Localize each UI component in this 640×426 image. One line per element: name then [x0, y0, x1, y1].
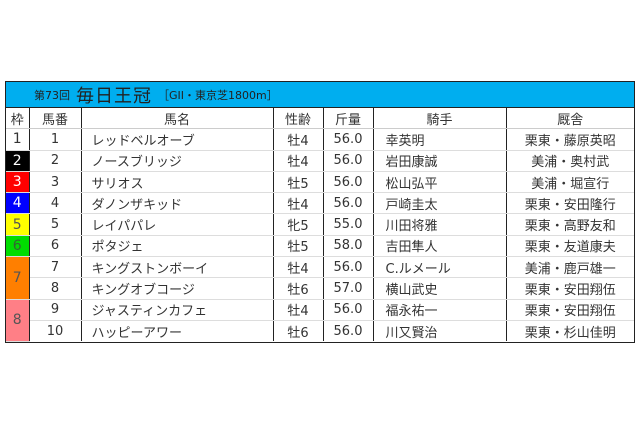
horse-name: ハッピーアワー	[81, 320, 274, 342]
horse-name: サリオス	[81, 171, 274, 194]
race-round: 第73回	[34, 88, 70, 102]
table-row: 8 9 ジャスティンカフェ 牡4 56.0 福永祐一 栗東・安田翔伍	[6, 299, 634, 342]
header-trainer: 厩舎	[506, 108, 634, 130]
horse-number: 3	[29, 171, 82, 194]
jockey: 幸英明	[373, 128, 507, 151]
trainer: 美浦・堀宣行	[506, 171, 634, 194]
table-row: 4 4 ダノンザキッド 牡4 56.0 戸崎圭太 栗東・安田隆行	[6, 192, 634, 215]
race-info: ［GII・東京芝1800m］	[158, 88, 278, 102]
trainer: 栗東・友道康夫	[506, 235, 634, 258]
jockey: 戸崎圭太	[373, 192, 507, 215]
jockey: 吉田隼人	[373, 235, 507, 258]
carried-weight: 56.0	[323, 320, 374, 342]
horse-name: キングオブコージ	[81, 277, 274, 300]
jockey: 横山武史	[373, 277, 507, 300]
jockey: 福永祐一	[373, 299, 507, 321]
race-entry-table: 第73回 毎日王冠 ［GII・東京芝1800m］ 枠馬番 馬名 性齢 斤量 騎手 厩舎 1…	[5, 81, 635, 343]
horse-name: ダノンザキッド	[81, 192, 274, 215]
frame-number: 5	[6, 213, 30, 236]
sex-age: 牡5	[273, 171, 324, 194]
trainer: 栗東・安田翔伍	[506, 277, 634, 300]
sex-age: 牡4	[273, 192, 324, 215]
trainer: 美浦・奥村武	[506, 150, 634, 172]
carried-weight: 55.0	[323, 213, 374, 236]
jockey: 松山弘平	[373, 171, 507, 194]
sex-age: 牡4	[273, 299, 324, 321]
horse-name: キングストンボーイ	[81, 256, 274, 279]
horse-number: 7	[29, 256, 82, 279]
sex-age: 牡6	[273, 277, 324, 300]
carried-weight: 57.0	[323, 277, 374, 300]
frame-number: 4	[6, 192, 30, 215]
carried-weight: 58.0	[323, 235, 374, 258]
frame-number: 1	[6, 128, 30, 151]
trainer: 栗東・高野友和	[506, 213, 634, 236]
jockey: 川田将雅	[373, 213, 507, 236]
carried-weight: 56.0	[323, 128, 374, 151]
frame-number: 2	[6, 150, 30, 172]
header-frame: 枠	[6, 108, 30, 130]
table-row: 6 6 ポタジェ 牡5 58.0 吉田隼人 栗東・友道康夫	[6, 235, 634, 258]
horse-number: 4	[29, 192, 82, 215]
horse-name: ジャスティンカフェ	[81, 299, 274, 321]
carried-weight: 56.0	[323, 299, 374, 321]
sex-age: 牡4	[273, 150, 324, 172]
sex-age: 牡4	[273, 256, 324, 279]
table-row: 8 キングオブコージ 牡6 57.0 横山武史 栗東・安田翔伍	[6, 277, 634, 300]
frame-number: 6	[6, 235, 30, 258]
carried-weight: 56.0	[323, 192, 374, 215]
carried-weight: 56.0	[323, 256, 374, 279]
horse-number: 10	[29, 320, 82, 342]
header-horse-name: 馬名	[81, 108, 274, 130]
trainer: 栗東・安田隆行	[506, 192, 634, 215]
jockey: C.ルメール	[373, 256, 507, 279]
race-name: 毎日王冠	[76, 85, 152, 107]
horse-number: 6	[29, 235, 82, 258]
entries-table: 枠馬番 馬名 性齢 斤量 騎手 厩舎 1 1 レッドベルオーブ 牡4 56.0 幸英明 栗東・藤原英昭…	[6, 108, 634, 342]
frame-number: 7	[6, 256, 30, 300]
header-sex-age: 性齢	[273, 108, 324, 130]
header-number: 馬番	[29, 108, 82, 130]
jockey: 岩田康誠	[373, 150, 507, 172]
header-row: 枠馬番 馬名 性齢 斤量 騎手 厩舎	[6, 108, 634, 130]
horse-name: レイパパレ	[81, 213, 274, 236]
trainer: 栗東・杉山佳明	[524, 325, 616, 341]
race-title-bar: 第73回 毎日王冠 ［GII・東京芝1800m］	[6, 82, 634, 108]
jockey: 川又賢治	[373, 320, 507, 342]
horse-number: 1	[29, 128, 82, 151]
horse-name: ポタジェ	[81, 235, 274, 258]
sex-age: 牡6	[273, 320, 324, 342]
trainer: 美浦・鹿戸雄一	[506, 256, 634, 279]
table-row: 5 5 レイパパレ 牝5 55.0 川田将雅 栗東・高野友和	[6, 213, 634, 236]
table-row: 10 ハッピーアワー 牡6 56.0 川又賢治 栗東・杉山佳明	[6, 320, 634, 342]
table-row: 7 7 キングストンボーイ 牡4 56.0 C.ルメール 美浦・鹿戸雄一	[6, 256, 634, 300]
table-row: 3 3 サリオス 牡5 56.0 松山弘平 美浦・堀宣行	[6, 171, 634, 194]
horse-number: 8	[29, 277, 82, 300]
header-jockey: 騎手	[373, 108, 507, 130]
table-row: 2 2 ノースブリッジ 牡4 56.0 岩田康誠 美浦・奥村武	[6, 150, 634, 172]
horse-name: レッドベルオーブ	[81, 128, 274, 151]
sex-age: 牡4	[273, 128, 324, 151]
horse-number: 2	[29, 150, 82, 172]
frame-number: 3	[6, 171, 30, 194]
horse-name: ノースブリッジ	[81, 150, 274, 172]
table-row: 1 1 レッドベルオーブ 牡4 56.0 幸英明 栗東・藤原英昭	[6, 128, 634, 151]
carried-weight: 56.0	[323, 171, 374, 194]
trainer: 栗東・藤原英昭	[506, 128, 634, 151]
sex-age: 牝5	[273, 213, 324, 236]
sex-age: 牡5	[273, 235, 324, 258]
horse-number: 9	[29, 299, 82, 321]
carried-weight: 56.0	[323, 150, 374, 172]
horse-number: 5	[29, 213, 82, 236]
trainer: 栗東・安田翔伍	[506, 299, 634, 321]
frame-number: 8	[6, 299, 30, 342]
header-weight: 斤量	[323, 108, 374, 130]
